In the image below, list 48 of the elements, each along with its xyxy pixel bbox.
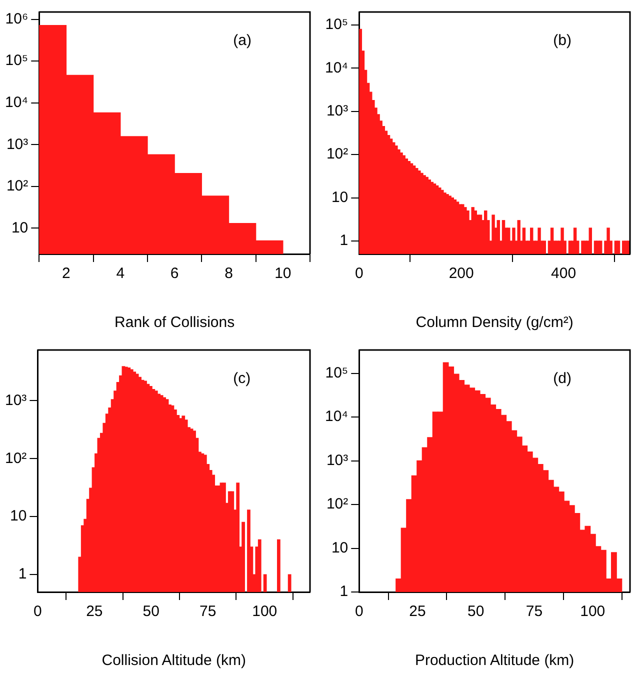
y-tick-label: 10³ [6, 136, 28, 153]
y-tick-label: 1 [340, 232, 348, 250]
x-tick-label: 75 [200, 603, 216, 620]
x-tick-label: 0 [34, 603, 42, 620]
x-tick-label: 400 [551, 265, 576, 282]
x-axis-title: Collision Altitude (km) [102, 652, 246, 670]
y-tick-label: 10² [326, 496, 348, 513]
y-tick-label: 10² [6, 178, 28, 195]
x-tick-label: 100 [580, 603, 606, 620]
y-tick-label: 10 [11, 219, 28, 236]
y-tick-label: 10⁴ [4, 94, 28, 111]
y-tick-label: 10 [331, 188, 348, 206]
x-tick-label: 0 [354, 265, 364, 282]
x-tick-label: 200 [448, 265, 474, 282]
x-tick-label: 75 [526, 603, 543, 620]
y-tick-label: 10 [331, 539, 348, 556]
x-tick-label: 25 [86, 603, 103, 620]
y-tick-label: 10⁵ [5, 52, 28, 70]
y-tick-label: 10 [10, 508, 27, 525]
x-tick-label: 25 [409, 603, 426, 620]
y-tick-label: 1 [340, 583, 348, 600]
y-tick-label: 10⁴ [324, 408, 348, 426]
annotation: (c) [233, 370, 251, 388]
annotation: (b) [553, 32, 572, 50]
y-tick-label: 10² [4, 450, 27, 467]
x-axis-title: Column Density (g/cm²) [416, 314, 574, 332]
x-tick-label: 4 [116, 265, 125, 282]
x-tick-label: 100 [252, 603, 278, 620]
x-axis-title: Rank of Collisions [114, 314, 235, 332]
x-tick-label: 0 [354, 603, 364, 620]
y-tick-label: 10⁴ [324, 59, 348, 76]
x-tick-label: 2 [62, 265, 70, 282]
x-tick-label: 10 [274, 265, 292, 282]
y-tick-label: 10² [326, 146, 348, 163]
y-tick-label: 10⁵ [325, 364, 348, 382]
x-tick-label: 6 [170, 265, 179, 282]
x-tick-label: 50 [142, 603, 160, 620]
y-tick-label: 10⁶ [5, 10, 28, 28]
y-tick-label: 10³ [326, 102, 348, 120]
annotation: (d) [553, 370, 572, 388]
y-tick-label: 10⁵ [325, 16, 348, 34]
y-tick-label: 10³ [4, 392, 27, 409]
y-tick-label: 1 [18, 566, 27, 583]
x-tick-label: 8 [224, 265, 233, 282]
annotation: (a) [233, 32, 252, 50]
x-axis-title: Production Altitude (km) [414, 652, 574, 670]
x-tick-label: 50 [468, 603, 484, 620]
y-tick-label: 10³ [326, 452, 348, 469]
